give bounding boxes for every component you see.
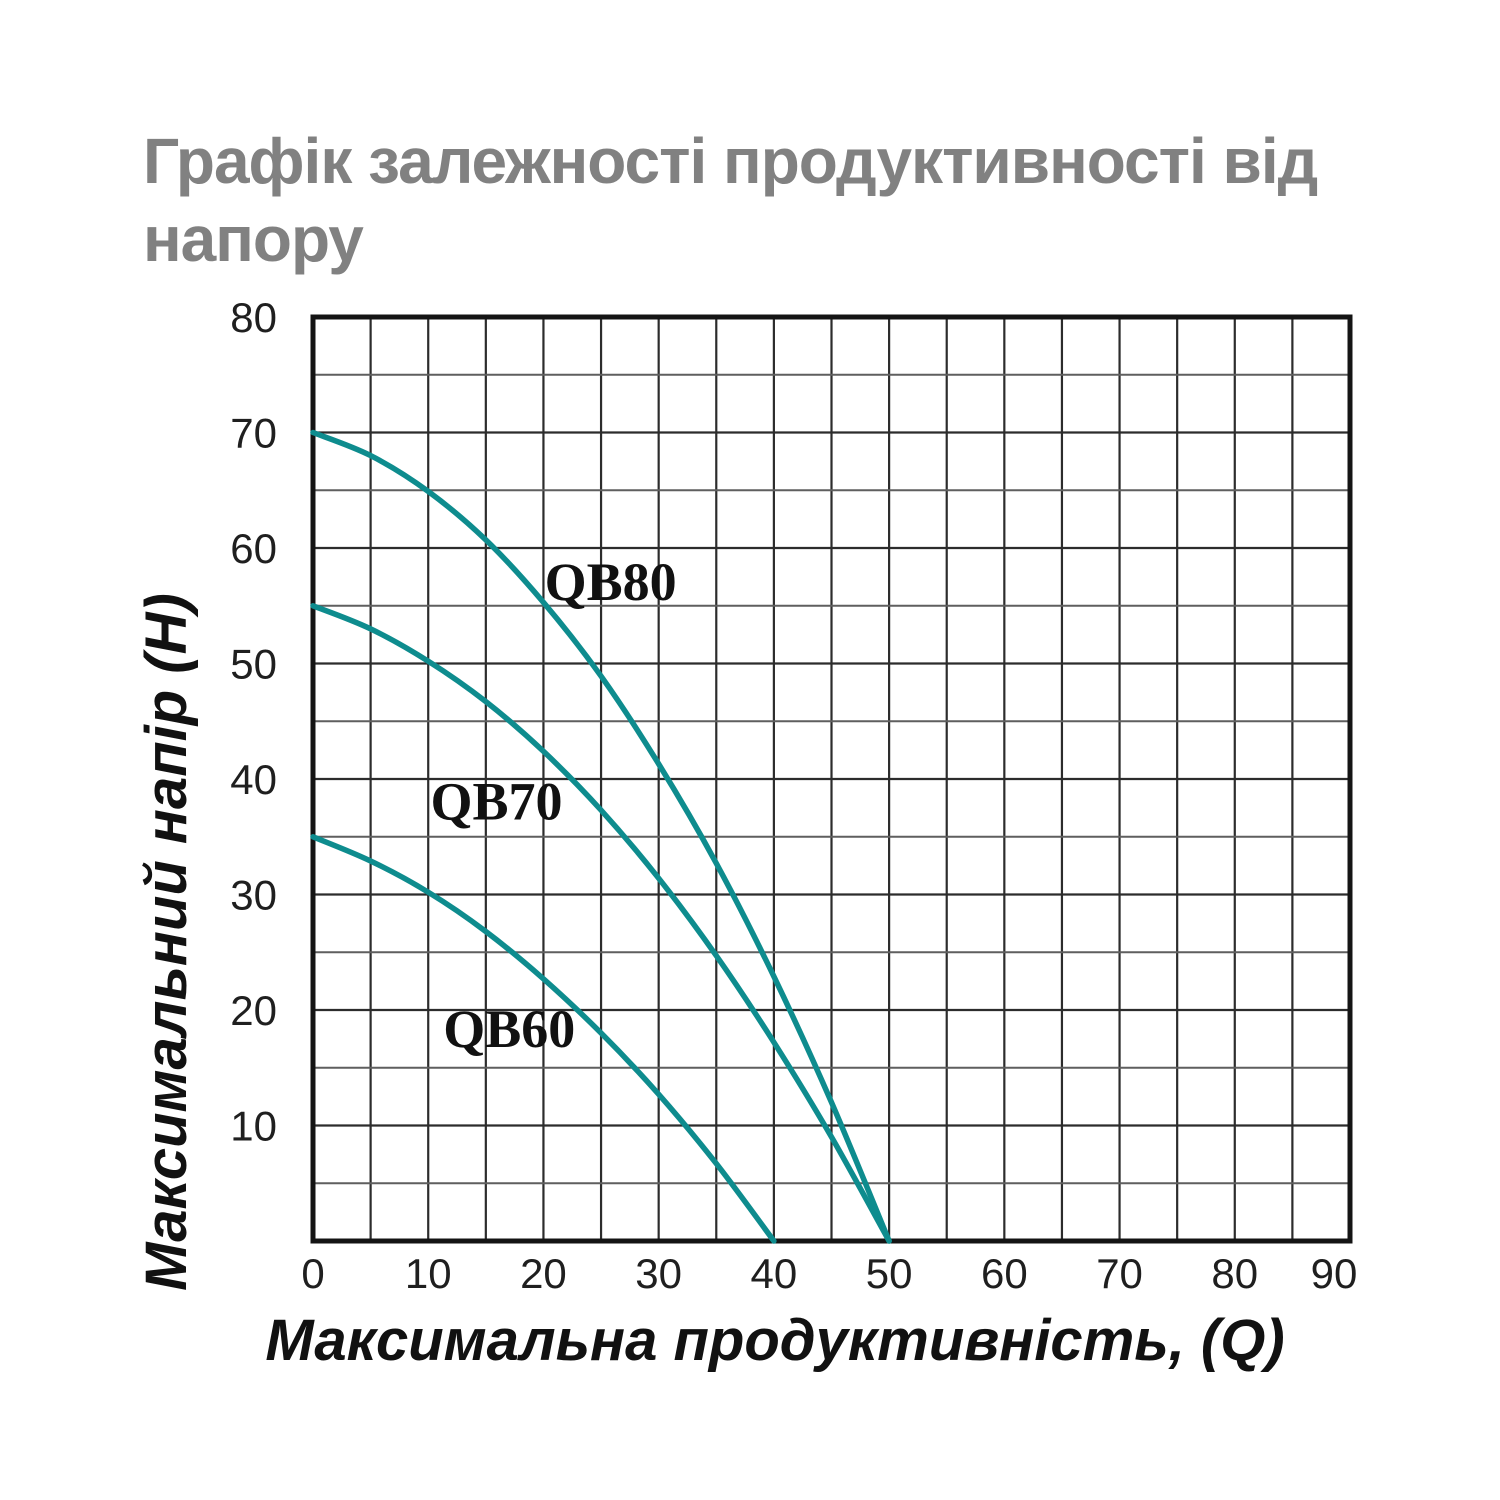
y-tick-label-10: 10: [230, 1103, 277, 1150]
y-tick-label-50: 50: [230, 641, 277, 688]
y-tick-label-80: 80: [230, 294, 277, 341]
x-tick-label-90: 90: [1311, 1250, 1358, 1297]
x-axis-title: Максимальна продуктивність, (Q): [265, 1308, 1284, 1373]
x-tick-label-20: 20: [520, 1250, 567, 1297]
x-tick-label-0: 0: [301, 1250, 324, 1297]
x-tick-label-80: 80: [1211, 1250, 1258, 1297]
page-title-line-2: напору: [143, 203, 364, 275]
chart-grid: [313, 317, 1350, 1241]
x-tick-label-10: 10: [405, 1250, 452, 1297]
x-tick-label-60: 60: [981, 1250, 1028, 1297]
series-curve-qb80: [310, 429, 892, 1244]
x-tick-label-50: 50: [866, 1250, 913, 1297]
y-axis-title: Максимальний напір (Н): [134, 593, 199, 1291]
chart-tick-labels: 0 10 20 30 40 50 60 70 80 90 10 20 30 40 50 60 70 80: [230, 294, 1357, 1297]
chart-axis-titles: Максимальна продуктивність, (Q) Максималь…: [134, 593, 1285, 1373]
series-curve-qb60: [310, 834, 777, 1244]
y-tick-label-70: 70: [230, 410, 277, 457]
series-label-qb70: QB70: [431, 771, 563, 831]
page-title-line-1: Графік залежності продуктивності від: [143, 125, 1318, 197]
x-tick-label-40: 40: [751, 1250, 798, 1297]
page-title: Графік залежності продуктивності від нап…: [143, 122, 1318, 278]
y-tick-label-30: 30: [230, 872, 277, 919]
y-tick-label-20: 20: [230, 987, 277, 1034]
x-tick-label-30: 30: [635, 1250, 682, 1297]
plot-border: [310, 314, 1353, 1244]
y-tick-label-60: 60: [230, 525, 277, 572]
x-tick-label-70: 70: [1096, 1250, 1143, 1297]
y-tick-label-40: 40: [230, 756, 277, 803]
chart-curves: [310, 429, 892, 1244]
chart-series-labels: QB80 QB70 QB60: [431, 552, 677, 1059]
series-label-qb60: QB60: [443, 999, 575, 1059]
chart-border: [310, 314, 1353, 1244]
series-label-qb80: QB80: [545, 552, 677, 612]
series-curve-qb70: [310, 603, 892, 1244]
